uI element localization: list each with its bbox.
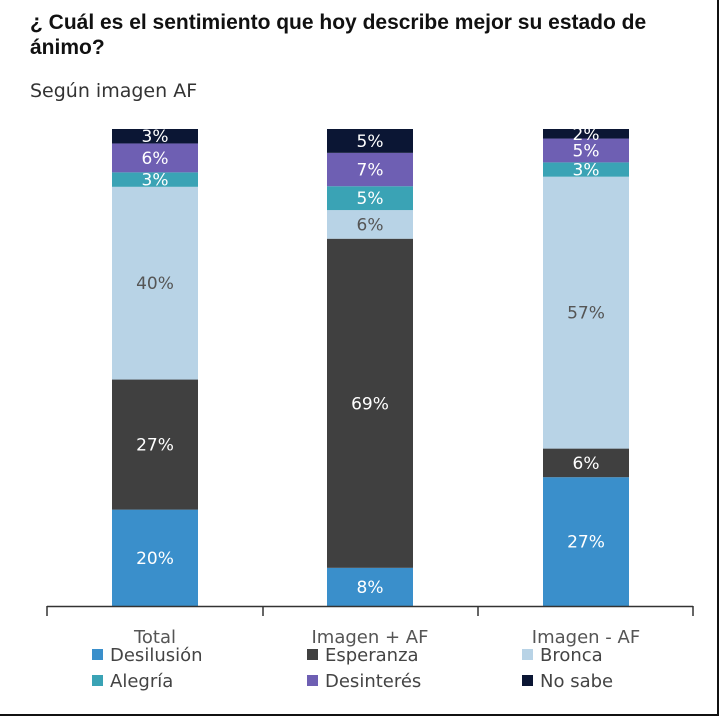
data-label: 6% <box>573 454 600 474</box>
data-label: 6% <box>357 215 384 235</box>
data-label: 3% <box>142 127 169 147</box>
data-label: 5% <box>357 189 384 209</box>
chart-subtitle: Según imagen AF <box>30 80 198 102</box>
bar-segment-no-sabe-1 <box>327 129 413 153</box>
data-label: 3% <box>142 171 169 191</box>
bar-segment-desinter-s-1 <box>327 152 413 187</box>
bar-segment-desinter-s-2 <box>543 138 629 163</box>
data-label: 3% <box>573 161 600 181</box>
data-label: 27% <box>136 436 174 456</box>
bar-segment-alegr-a-1 <box>327 186 413 211</box>
legend-swatch <box>92 649 103 660</box>
category-label: Imagen + AF <box>312 627 429 648</box>
bar-segment-esperanza-0 <box>112 379 198 510</box>
bar-segment-bronca-0 <box>112 186 198 380</box>
category-label: Total <box>133 627 176 648</box>
bar-segment-desilusi-n-0 <box>112 509 198 606</box>
data-label: 5% <box>573 141 600 161</box>
chart-title: ¿ Cuál es el sentimiento que hoy describ… <box>30 11 647 59</box>
legend-swatch <box>307 649 318 660</box>
bar-segment-desinter-s-0 <box>112 143 198 173</box>
data-label: 27% <box>567 533 605 553</box>
bar-segment-desilusi-n-1 <box>327 567 413 606</box>
data-label: 20% <box>136 549 174 569</box>
data-label: 7% <box>357 161 384 181</box>
legend-label: Esperanza <box>325 645 419 666</box>
legend-swatch <box>522 649 533 660</box>
legend-label: Bronca <box>540 645 603 666</box>
data-label: 6% <box>142 149 169 169</box>
bar-segment-esperanza-1 <box>327 238 413 568</box>
legend-label: Desinterés <box>325 671 421 692</box>
data-label: 69% <box>351 394 389 414</box>
bar-segment-esperanza-2 <box>543 448 629 478</box>
bar-segment-bronca-2 <box>543 176 629 449</box>
legend-swatch <box>92 675 103 686</box>
legend-label: Alegría <box>110 671 173 692</box>
data-label: 8% <box>357 578 384 598</box>
bar-segment-no-sabe-2 <box>543 129 629 139</box>
legend-swatch <box>522 675 533 686</box>
data-label: 57% <box>567 304 605 324</box>
data-label: 2% <box>573 125 600 145</box>
bar-segment-desilusi-n-2 <box>543 477 629 606</box>
bar-segment-no-sabe-0 <box>112 129 198 144</box>
data-label: 5% <box>357 132 384 152</box>
category-label: Imagen - AF <box>532 627 640 648</box>
bar-segment-alegr-a-0 <box>112 172 198 187</box>
legend-label: No sabe <box>540 671 613 692</box>
data-label: 40% <box>136 274 174 294</box>
bar-segment-bronca-1 <box>327 210 413 239</box>
bar-segment-alegr-a-2 <box>543 162 629 177</box>
legend-swatch <box>307 675 318 686</box>
legend-label: Desilusión <box>110 645 203 666</box>
